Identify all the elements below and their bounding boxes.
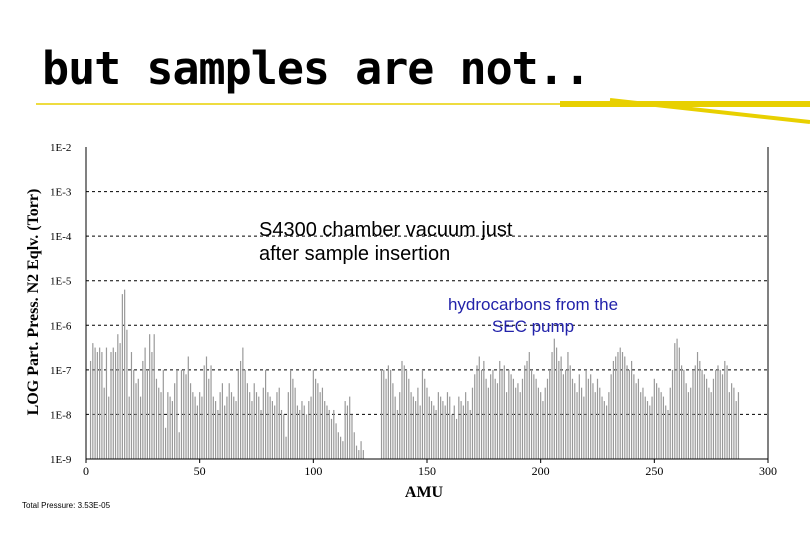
y-tick-label: 1E-6 xyxy=(50,320,72,332)
x-tick-label: 300 xyxy=(759,464,777,478)
x-tick-label: 200 xyxy=(532,464,550,478)
y-tick-label: 1E-3 xyxy=(50,187,72,199)
y-tick-label: 1E-2 xyxy=(50,142,71,154)
y-axis-title: LOG Part. Press. N2 Eqlv. (Torr) xyxy=(25,189,42,416)
y-tick-label: 1E-5 xyxy=(50,276,72,288)
x-tick-label: 250 xyxy=(645,464,663,478)
y-tick-label: 1E-9 xyxy=(50,454,72,466)
annotation-hydrocarbons: hydrocarbons from the SEC pump xyxy=(418,294,648,338)
y-tick-label: 1E-4 xyxy=(50,231,72,243)
annotation-hc-line2: SEC pump xyxy=(491,317,575,336)
y-tick-label: 1E-8 xyxy=(50,409,72,421)
x-tick-label: 150 xyxy=(418,464,436,478)
x-tick-label: 50 xyxy=(194,464,206,478)
annotation-chamber-vacuum: S4300 chamber vacuum just after sample i… xyxy=(259,218,512,266)
x-tick-label: 0 xyxy=(83,464,89,478)
annotation-chamber-line1: S4300 chamber vacuum just xyxy=(259,219,513,241)
total-pressure-readout: Total Pressure: 3.53E-05 xyxy=(22,501,111,510)
annotation-chamber-line2: after sample insertion xyxy=(259,243,451,265)
y-tick-label: 1E-7 xyxy=(50,365,72,377)
slide-title: but samples are not.. xyxy=(42,42,591,95)
x-tick-label: 100 xyxy=(304,464,322,478)
annotation-hc-line1: hydrocarbons from the xyxy=(447,295,619,314)
x-axis-title: AMU xyxy=(405,484,444,501)
